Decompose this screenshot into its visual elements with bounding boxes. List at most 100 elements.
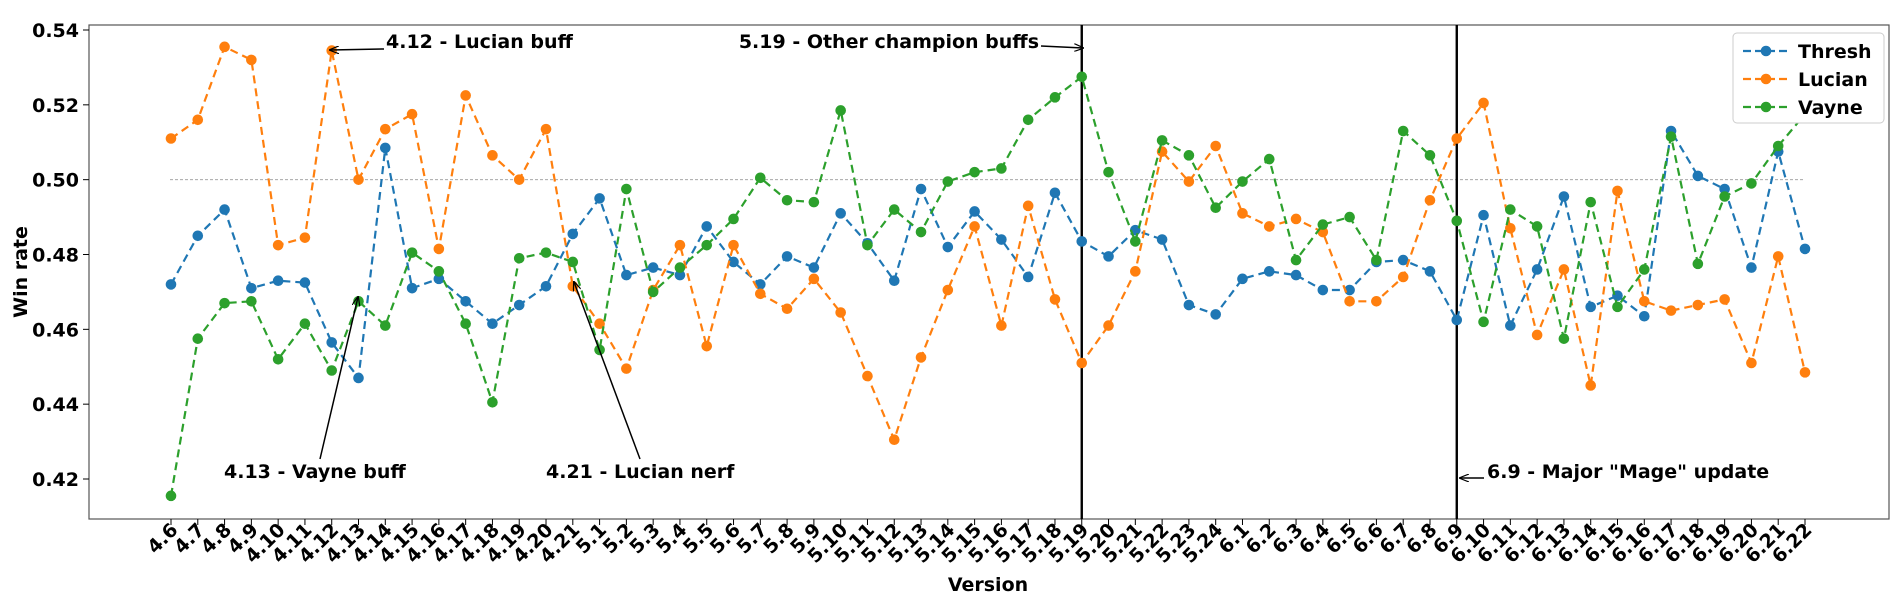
data-point: [1772, 140, 1784, 152]
data-point: [942, 176, 954, 187]
legend-label: Vayne: [1798, 97, 1863, 119]
legend-box: [1732, 32, 1885, 124]
annotation-label: 4.12 - Lucian buff: [386, 31, 573, 53]
series-group: [165, 41, 1811, 502]
data-point: [1344, 211, 1355, 223]
data-point: [379, 142, 391, 154]
data-point: [621, 363, 632, 374]
data-point: [1585, 380, 1597, 391]
data-point: [1478, 316, 1489, 328]
data-point: [487, 396, 498, 408]
data-point: [1638, 295, 1650, 307]
data-point: [1638, 264, 1650, 275]
data-point: [1612, 301, 1623, 313]
data-point: [1156, 234, 1168, 245]
annotation: 4.21 - Lucian nerf: [546, 282, 735, 483]
data-point: [272, 275, 284, 286]
data-point: [246, 295, 257, 307]
annotation-arrow: [319, 297, 358, 460]
data-point: [540, 123, 552, 135]
data-point: [1397, 125, 1409, 137]
data-point: [1290, 254, 1302, 266]
data-point: [1719, 294, 1730, 305]
data-point: [165, 279, 177, 290]
data-point: [1719, 183, 1730, 195]
annotation-label: 4.21 - Lucian nerf: [546, 461, 735, 483]
data-point: [835, 105, 846, 116]
data-point: [621, 269, 632, 281]
y-tick-label: 0.50: [32, 170, 79, 192]
data-point: [915, 183, 927, 195]
data-point: [567, 228, 579, 240]
data-point: [219, 204, 230, 215]
data-point: [1585, 196, 1597, 208]
annotation-label: 4.13 - Vayne buff: [224, 461, 406, 483]
data-point: [1692, 170, 1704, 182]
data-point: [1103, 320, 1114, 331]
data-point: [1451, 133, 1463, 144]
data-point: [781, 251, 793, 262]
data-point: [594, 193, 605, 204]
data-point: [1049, 92, 1061, 103]
data-point: [1772, 251, 1784, 262]
data-point: [1156, 135, 1168, 146]
data-point: [1505, 320, 1516, 331]
data-point: [835, 208, 846, 219]
data-point: [808, 262, 820, 273]
data-point: [379, 123, 391, 135]
data-point: [192, 114, 204, 126]
data-point: [1076, 357, 1088, 369]
legend-label: Lucian: [1798, 69, 1868, 91]
data-point: [1022, 200, 1034, 212]
data-point: [1344, 284, 1355, 296]
annotation: 5.19 - Other champion buffs: [739, 31, 1083, 53]
series-lucian: [165, 41, 1811, 446]
data-point: [299, 232, 311, 243]
data-point: [1210, 202, 1221, 214]
data-point: [942, 284, 954, 296]
data-point: [1505, 223, 1516, 234]
data-point: [781, 194, 793, 206]
annotation-arrow: [574, 282, 641, 460]
data-point: [996, 234, 1007, 245]
legend: Thresh Lucian Vayne: [1732, 32, 1885, 124]
data-point: [701, 221, 713, 232]
data-point: [219, 297, 230, 309]
data-point: [888, 434, 900, 446]
data-point: [1719, 191, 1730, 202]
data-point: [808, 196, 820, 208]
data-point: [1397, 271, 1409, 283]
data-point: [246, 282, 257, 294]
data-point: [674, 239, 686, 251]
data-point: [219, 41, 230, 53]
data-point: [192, 230, 204, 242]
data-point: [728, 239, 739, 251]
data-point: [915, 352, 927, 363]
legend-swatch-marker: [1760, 45, 1772, 57]
annotation: 4.12 - Lucian buff: [330, 31, 573, 53]
data-point: [272, 353, 284, 365]
data-point: [1183, 176, 1195, 187]
data-point: [701, 340, 713, 352]
data-point: [1130, 266, 1141, 277]
series-thresh: [165, 125, 1811, 384]
data-point: [567, 256, 579, 268]
data-point: [540, 281, 552, 292]
data-point: [1531, 264, 1543, 275]
data-point: [674, 269, 686, 281]
series-line: [169, 74, 1806, 496]
data-point: [246, 54, 257, 66]
data-point: [1237, 176, 1248, 187]
data-point: [1531, 221, 1543, 232]
data-point: [647, 286, 659, 298]
plot-frame: [88, 24, 1890, 520]
data-point: [1799, 367, 1811, 378]
data-point: [1210, 309, 1221, 320]
data-point: [353, 372, 364, 384]
data-point: [1290, 213, 1302, 225]
data-point: [888, 204, 900, 215]
data-point: [1076, 71, 1088, 83]
data-point: [1451, 215, 1463, 227]
data-point: [1317, 284, 1329, 296]
data-point: [1183, 150, 1195, 161]
